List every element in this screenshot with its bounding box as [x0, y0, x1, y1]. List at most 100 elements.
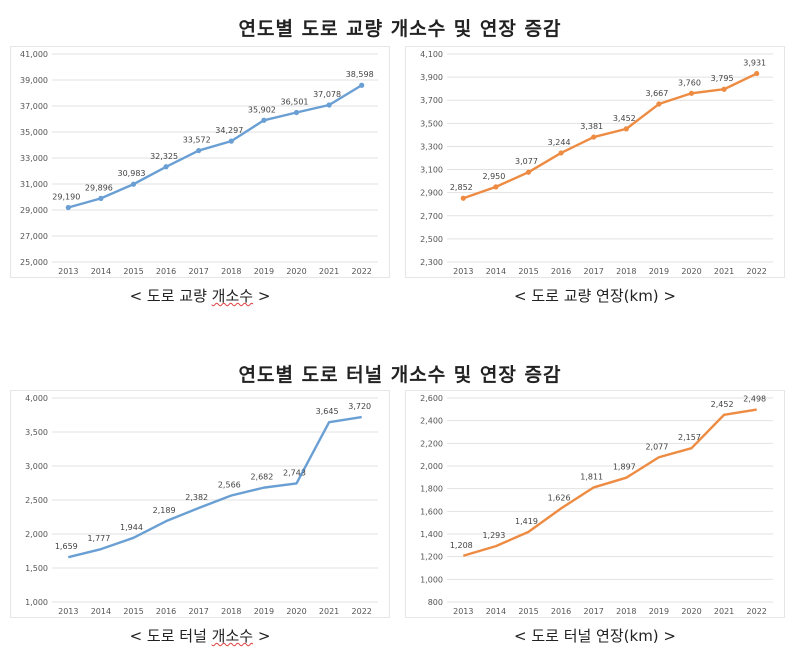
data-label: 1,293 [482, 531, 505, 540]
x-tick-label: 2016 [156, 267, 176, 276]
x-tick-label: 2016 [156, 607, 176, 616]
data-point [326, 102, 332, 108]
y-tick-label: 2,500 [25, 496, 48, 505]
data-label: 3,760 [678, 78, 701, 87]
data-label: 1,897 [613, 463, 636, 472]
data-label: 35,902 [248, 105, 276, 114]
y-tick-label: 25,000 [20, 258, 48, 267]
caption-mark: 개소수 [211, 287, 254, 305]
data-point [525, 169, 532, 175]
x-tick-label: 2020 [681, 267, 701, 276]
data-point [130, 181, 137, 187]
data-label: 2,157 [678, 433, 701, 442]
caption-mark: 개소수 [211, 627, 254, 645]
y-tick-label: 35,000 [20, 128, 48, 137]
x-tick-label: 2018 [616, 267, 636, 276]
y-tick-label: 800 [428, 598, 443, 607]
y-tick-label: 37,000 [20, 102, 48, 111]
x-tick-label: 2015 [518, 607, 538, 616]
y-tick-label: 27,000 [20, 232, 48, 241]
data-label: 1,626 [548, 493, 571, 502]
data-label: 29,896 [85, 183, 113, 192]
data-label: 33,572 [183, 136, 211, 145]
data-label: 3,452 [613, 114, 636, 123]
x-tick-label: 2013 [453, 607, 473, 616]
y-tick-label: 2,500 [420, 235, 443, 244]
x-tick-label: 2014 [486, 267, 506, 276]
data-label: 3,077 [515, 157, 538, 166]
data-point [163, 164, 169, 170]
x-tick-label: 2018 [221, 607, 241, 616]
data-label: 2,452 [711, 400, 734, 409]
data-label: 3,931 [743, 59, 766, 68]
x-tick-label: 2013 [58, 267, 78, 276]
x-tick-label: 2019 [254, 607, 274, 616]
chart-tunnel-count: 1,000 1,500 2,000 2,500 3,000 3,500 4,000 2013 2… [10, 390, 390, 618]
y-tick-label: 4,100 [420, 50, 443, 59]
y-tick-label: 2,200 [420, 439, 443, 448]
y-tick-label: 3,700 [420, 96, 443, 105]
data-label: 2,743 [283, 468, 306, 477]
x-tick-label: 2013 [453, 267, 473, 276]
x-tick-label: 2019 [649, 267, 669, 276]
data-label: 34,297 [215, 126, 243, 135]
y-tick-label: 3,300 [420, 142, 443, 151]
y-tick-label: 2,600 [420, 394, 443, 403]
x-tick-label: 2016 [551, 607, 571, 616]
data-label: 29,190 [52, 193, 80, 202]
chart-tunnel-length: 800 1,000 1,200 1,400 1,600 1,800 2,000 2,200 2,… [405, 390, 785, 618]
caption-bridge-length: < 도로 교량 연장(km) > [405, 285, 785, 306]
caption-tunnel-length: < 도로 터널 연장(km) > [405, 625, 785, 646]
data-point [460, 195, 466, 201]
data-label: 2,682 [250, 473, 273, 482]
y-tick-label: 29,000 [20, 206, 48, 215]
x-tick-label: 2014 [486, 607, 506, 616]
data-point [656, 101, 662, 107]
y-tick-label: 1,000 [25, 598, 48, 607]
data-point [721, 86, 727, 92]
y-tick-label: 1,500 [25, 564, 48, 573]
x-tick-label: 2017 [189, 607, 209, 616]
y-tick-label: 33,000 [20, 154, 48, 163]
x-tick-label: 2019 [649, 607, 669, 616]
y-tick-label: 4,000 [25, 394, 48, 403]
y-tick-label: 31,000 [20, 180, 48, 189]
section-title-bridges: 연도별 도로 교량 개소수 및 연장 증감 [238, 18, 562, 40]
x-tick-label: 2014 [91, 267, 111, 276]
data-label: 2,189 [153, 506, 176, 515]
data-label: 1,944 [120, 523, 143, 532]
x-tick-label: 2015 [123, 607, 143, 616]
y-tick-label: 3,500 [25, 428, 48, 437]
data-point [196, 147, 202, 154]
data-label: 37,078 [313, 90, 341, 99]
x-tick-label: 2021 [714, 607, 734, 616]
data-label: 1,777 [87, 534, 110, 543]
x-tick-label: 2022 [747, 607, 767, 616]
series-line [67, 84, 363, 209]
data-label: 38,598 [346, 70, 374, 79]
series-line [68, 415, 362, 559]
y-tick-label: 3,900 [420, 73, 443, 82]
chart-frame [405, 46, 785, 278]
data-label: 1,659 [55, 542, 78, 551]
x-tick-label: 2016 [551, 267, 571, 276]
chart-frame [10, 390, 390, 618]
data-point [754, 70, 760, 77]
data-point [65, 204, 71, 211]
data-label: 2,077 [645, 442, 668, 451]
x-tick-label: 2021 [319, 267, 339, 276]
chart-frame [405, 390, 785, 618]
data-label: 2,852 [450, 183, 473, 192]
data-label: 30,983 [118, 169, 146, 178]
y-tick-label: 1,000 [420, 575, 443, 584]
y-tick-label: 2,000 [25, 530, 48, 539]
chart-frame [10, 46, 390, 278]
y-tick-label: 1,400 [420, 530, 443, 539]
data-label: 32,325 [150, 152, 178, 161]
y-tick-label: 1,600 [420, 507, 443, 516]
x-tick-label: 2020 [286, 267, 306, 276]
data-label: 3,244 [548, 138, 571, 147]
data-label: 3,667 [645, 89, 668, 98]
data-point [688, 90, 695, 96]
x-tick-label: 2022 [352, 267, 372, 276]
